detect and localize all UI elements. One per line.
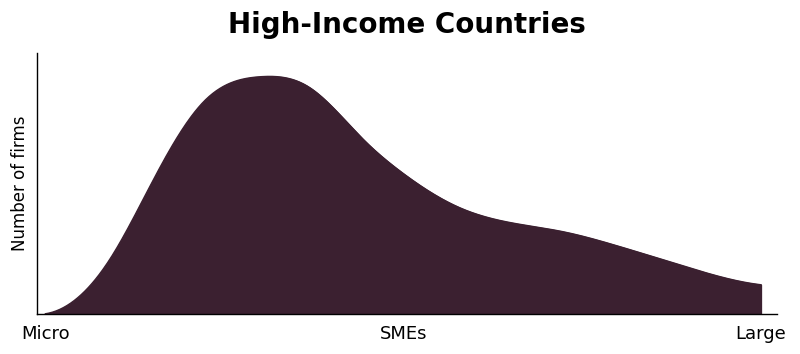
Title: High-Income Countries: High-Income Countries xyxy=(228,11,586,39)
Y-axis label: Number of firms: Number of firms xyxy=(11,115,29,251)
